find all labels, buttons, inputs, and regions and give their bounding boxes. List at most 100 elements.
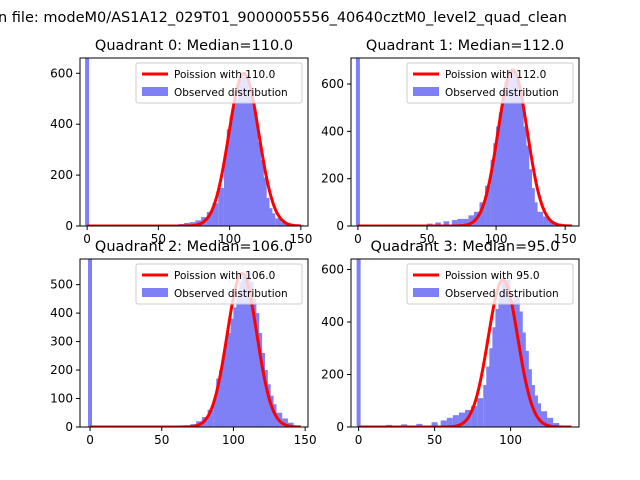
histogram-bar [431, 422, 438, 427]
histogram-bar-zero [88, 259, 93, 427]
poisson-curve [89, 271, 301, 427]
figure-suptitle: n file: modeM0/AS1A12_029T01_9000005556_… [0, 10, 567, 26]
poisson-curve [357, 68, 573, 226]
histogram-bar [269, 213, 276, 226]
chart-panel-1: Quadrant 1: Median=112.0 0 50 100 150 0 200 400… [321, 38, 580, 246]
histogram-bar [212, 203, 219, 226]
legend-hist-swatch [142, 87, 168, 96]
legend-curve-label: Poission with 110.0 [174, 69, 275, 81]
plot-area [356, 259, 572, 427]
histogram-bar [249, 106, 256, 226]
x-tick-label: 0 [86, 433, 94, 447]
histogram-bar [452, 415, 459, 427]
histogram-bar [440, 420, 447, 427]
poisson-curve [358, 278, 572, 427]
chart-panel-3: Quadrant 3: Median=95.0 0 50 100 0 200 400 600 P… [321, 239, 580, 447]
axes-frame [350, 57, 580, 227]
chart-title: Quadrant 1: Median=112.0 [366, 38, 564, 54]
legend-curve-label: Poission with 106.0 [174, 270, 275, 282]
x-tick-label: 150 [294, 433, 317, 447]
legend-box [135, 263, 303, 305]
y-tick-label: 0 [65, 219, 73, 233]
histogram-bar-zero [355, 58, 360, 226]
y-tick-label: 400 [50, 306, 73, 320]
histogram-bar-zero [85, 58, 90, 226]
histogram-bar [498, 295, 505, 427]
histogram-bar [483, 385, 490, 427]
legend-hist-swatch [142, 288, 168, 297]
histogram-bar [218, 187, 224, 226]
histogram-bar-zero [356, 259, 361, 427]
x-tick-label: 100 [218, 232, 241, 246]
plot-area [355, 58, 573, 226]
histogram-bar [471, 406, 478, 427]
x-tick-label: 50 [154, 433, 169, 447]
histogram-bar [462, 218, 469, 226]
y-tick-label: 600 [50, 66, 73, 80]
x-tick-label: 0 [83, 232, 91, 246]
histogram-bar [543, 216, 549, 226]
y-tick-label: 200 [321, 368, 344, 382]
histogram-bar [275, 218, 281, 226]
x-tick-label: 0 [354, 232, 362, 246]
histogram-bar [492, 327, 499, 427]
legend-curve-label: Poission with 95.0 [445, 270, 540, 282]
histogram-bar [515, 93, 521, 226]
histogram-bar [443, 221, 450, 226]
plot-area [88, 259, 301, 427]
histogram-bar [435, 222, 441, 226]
y-tick-label: 200 [50, 168, 73, 182]
legend-box [406, 62, 574, 104]
histogram-bar [206, 212, 213, 226]
x-tick-label: 150 [554, 232, 577, 246]
axes-frame [79, 57, 309, 227]
legend-hist-label: Observed distribution [445, 288, 559, 300]
histogram-bar [479, 202, 486, 226]
legend-hist-label: Observed distribution [445, 87, 559, 99]
y-tick-label: 0 [65, 420, 73, 434]
y-tick-label: 400 [50, 117, 73, 131]
histogram-bar [236, 296, 243, 427]
histogram-bar [416, 423, 423, 427]
histogram-bar [446, 417, 453, 427]
y-tick-label: 0 [336, 219, 344, 233]
histogram-bar [553, 423, 560, 427]
histogram-bar [468, 215, 474, 226]
y-tick-label: 500 [50, 278, 73, 292]
y-tick-label: 0 [336, 420, 344, 434]
legend-hist-swatch [413, 87, 439, 96]
y-tick-label: 600 [321, 263, 344, 277]
histogram-bar [548, 221, 555, 226]
legend-hist-swatch [413, 288, 439, 297]
histogram-bar [207, 409, 214, 427]
plot-area [85, 58, 304, 226]
chart-title: Quadrant 3: Median=95.0 [371, 239, 560, 255]
legend: Poission with 110.0 Observed distribution [135, 62, 303, 104]
histogram-bar [457, 218, 463, 226]
histogram-bar [537, 211, 544, 226]
histogram-bar [541, 411, 548, 427]
histogram-bar [270, 404, 277, 427]
y-tick-label: 100 [50, 392, 73, 406]
x-tick-label: 100 [222, 433, 245, 447]
x-tick-label: 100 [485, 232, 508, 246]
poisson-curve [87, 71, 301, 226]
legend-curve-label: Poission with 112.0 [445, 69, 546, 81]
x-tick-label: 150 [289, 232, 312, 246]
y-tick-label: 300 [50, 335, 73, 349]
axes-frame [350, 258, 580, 428]
chart-panel-0: Quadrant 0: Median=110.0 0 50 100 150 0 200 400… [50, 38, 312, 246]
axes-frame [79, 258, 309, 428]
legend: Poission with 112.0 Observed distribution [406, 62, 574, 104]
histogram-bar [282, 418, 288, 427]
x-tick-label: 50 [419, 232, 434, 246]
x-tick-label: 0 [355, 433, 363, 447]
histogram-bar [451, 220, 458, 226]
y-tick-label: 200 [321, 172, 344, 186]
histogram-bar [216, 378, 222, 427]
legend-hist-label: Observed distribution [174, 87, 288, 99]
legend-hist-label: Observed distribution [174, 288, 288, 300]
chart-title: Quadrant 0: Median=110.0 [95, 38, 293, 54]
y-tick-label: 400 [321, 315, 344, 329]
